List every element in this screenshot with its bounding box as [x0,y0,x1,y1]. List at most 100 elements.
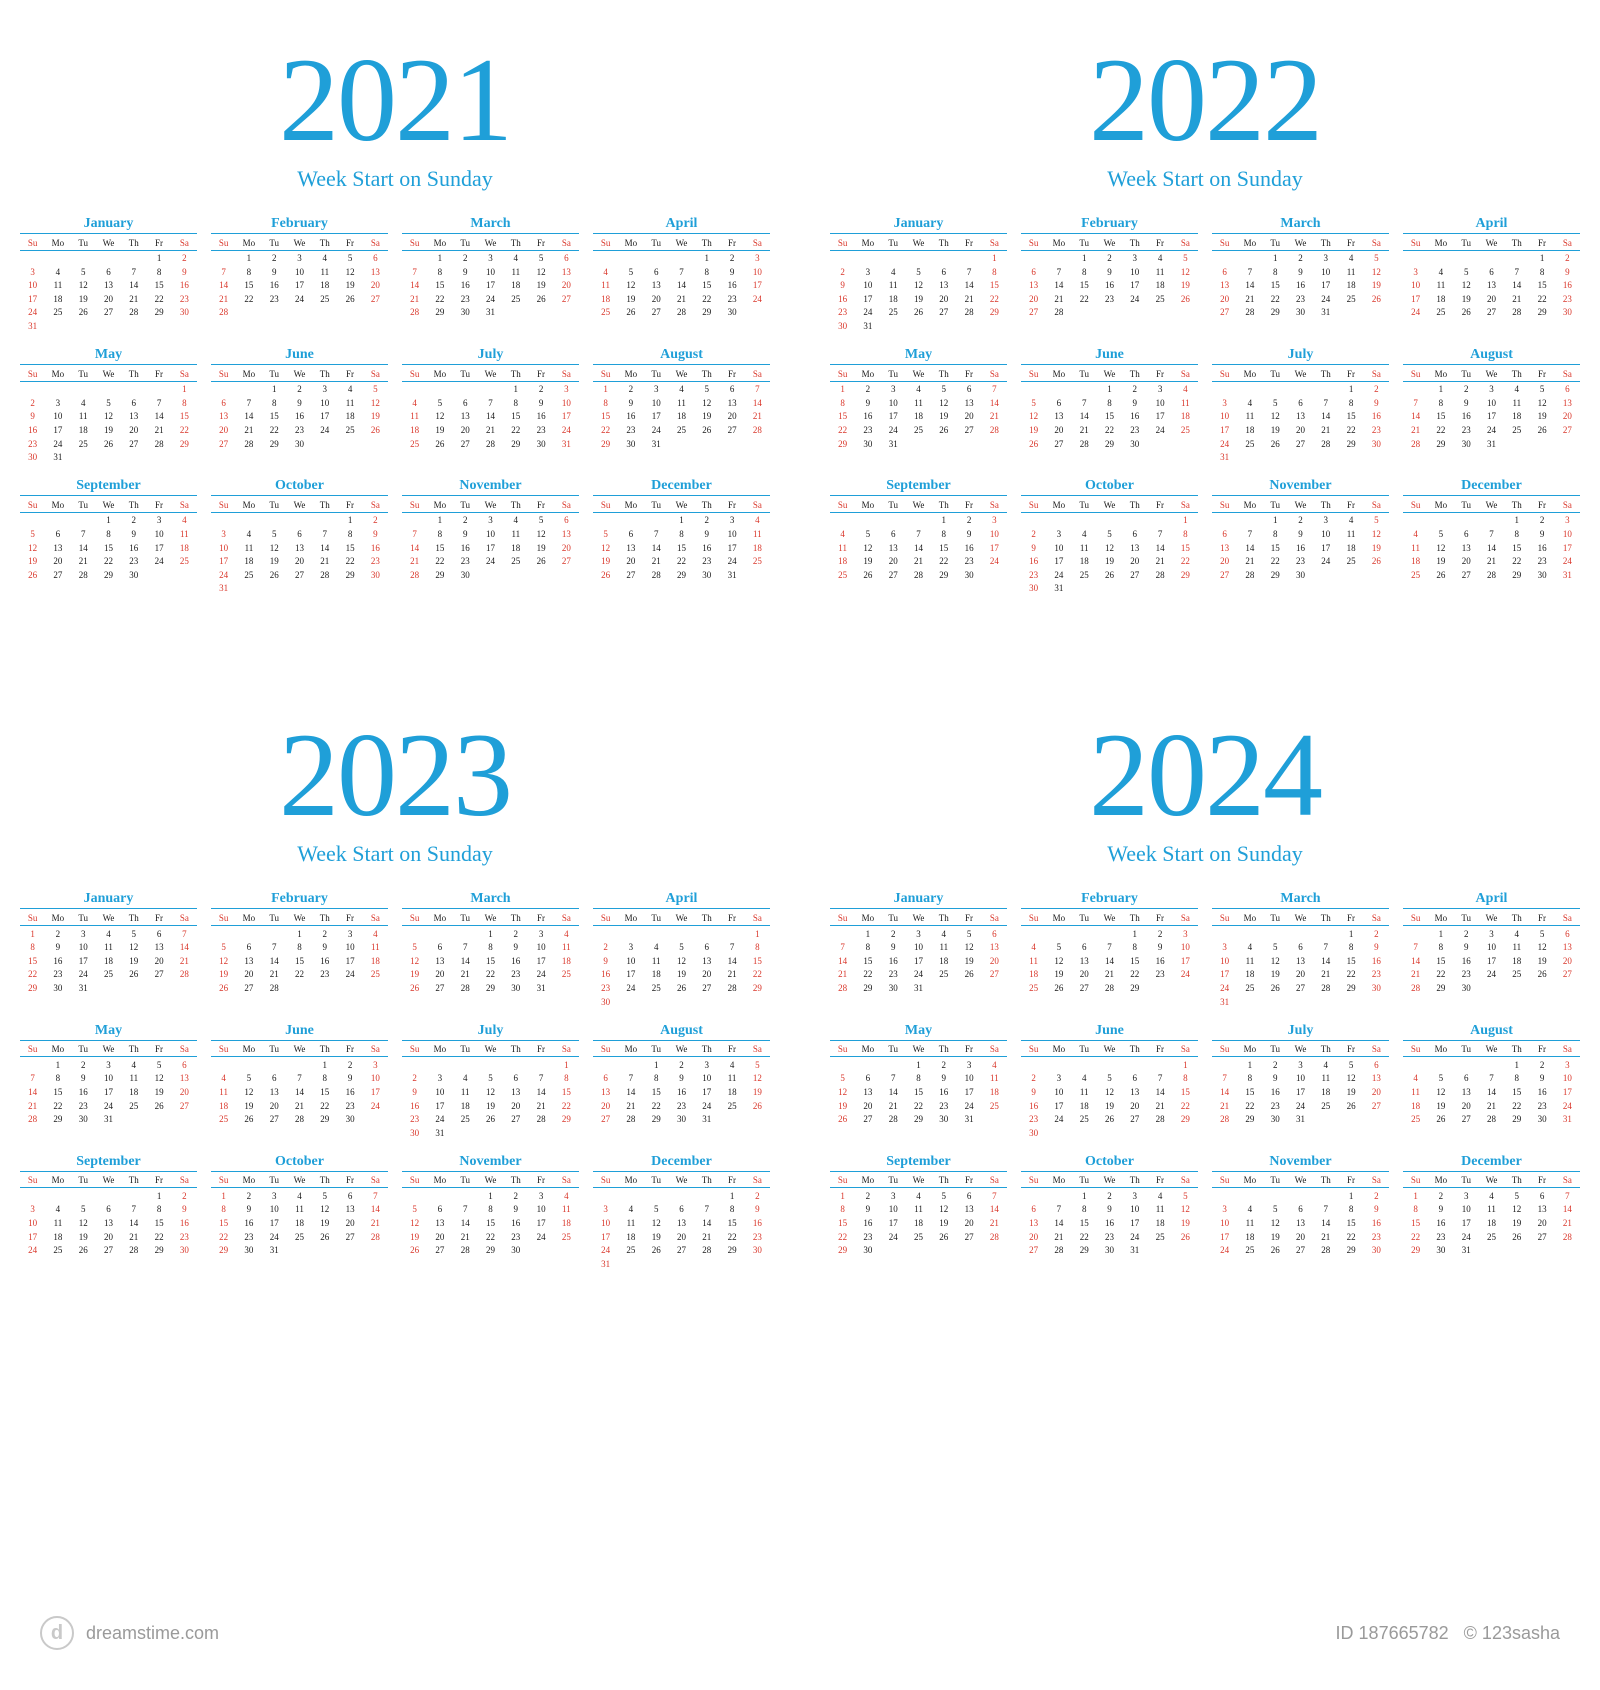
day-cell: 13 [1555,396,1580,410]
day-cell: 15 [1338,1217,1363,1231]
week-row: 11121314151617 [1021,954,1198,968]
day-cell: 22 [931,555,956,569]
day-cell: 13 [236,954,261,968]
day-cell: 28 [453,981,478,995]
day-cell: 23 [931,1099,956,1113]
day-cell [478,568,503,582]
dow-cell: Sa [1173,1174,1198,1188]
dow-cell: Tu [1454,1043,1479,1057]
day-cell: 22 [503,424,528,438]
day-cell [931,320,956,334]
weeks-container: 1234567891011121314151617181920212223242… [211,1189,388,1257]
day-cell: 5 [236,1072,261,1086]
day-cell [1147,306,1172,320]
day-cell: 13 [618,541,643,555]
month-block: JulySuMoTuWeThFrSa1234567891011121314151… [402,347,579,464]
day-cell: 27 [1072,981,1097,995]
day-cell: 28 [121,1244,146,1258]
day-cell: 15 [644,1085,669,1099]
day-cell: 29 [931,568,956,582]
day-cell: 20 [96,1230,121,1244]
dow-cell: Tu [1263,1174,1288,1188]
day-cell: 20 [644,292,669,306]
day-cell: 25 [337,424,362,438]
day-cell: 23 [1288,555,1313,569]
day-cell: 20 [1212,292,1237,306]
week-row: 17181920212223 [1403,292,1580,306]
dow-cell: We [478,498,503,512]
dow-cell: We [1288,1043,1313,1057]
day-cell: 22 [1403,1230,1428,1244]
weeks-container: 1234567891011121314151617181920212223242… [1403,927,1580,995]
day-cell: 12 [618,279,643,293]
calendar-quad-grid: 2021Week Start on SundayJanuarySuMoTuWeT… [20,40,1580,1271]
week-row: 12 [1212,383,1389,397]
day-cell: 20 [211,424,236,438]
dow-cell: Sa [1364,1174,1389,1188]
dow-cell: Th [694,498,719,512]
dow-cell: Th [1122,911,1147,925]
dow-cell: Fr [528,1043,553,1057]
dow-cell: Fr [528,367,553,381]
day-cell: 21 [694,1230,719,1244]
day-cell: 27 [287,568,312,582]
day-cell: 16 [1147,954,1172,968]
day-cell: 9 [830,279,855,293]
day-cell [618,1189,643,1203]
dow-cell: Mo [1046,911,1071,925]
day-cell: 1 [262,383,287,397]
day-cell: 4 [45,265,70,279]
day-cell: 27 [1288,1244,1313,1258]
day-cell: 15 [478,1217,503,1231]
day-cell: 22 [146,292,171,306]
day-cell: 5 [20,528,45,542]
dow-cell: We [1479,1174,1504,1188]
weeks-container: 1234567891011121314151617181920212223242… [211,252,388,320]
day-cell: 16 [287,410,312,424]
week-row: 1 [1021,1058,1198,1072]
weeks-container: 1234567891011121314151617181920212223242… [20,1189,197,1257]
dow-cell: Fr [146,1043,171,1057]
day-cell: 30 [1454,437,1479,451]
day-cell: 27 [1364,1099,1389,1113]
day-cell [1237,514,1262,528]
month-block: MarchSuMoTuWeThFrSa123456789101112131415… [402,891,579,1008]
week-row: 3456789 [1212,1203,1389,1217]
day-cell: 16 [1428,1217,1453,1231]
day-cell: 24 [694,1099,719,1113]
day-cell: 30 [1428,1244,1453,1258]
day-cell: 18 [45,292,70,306]
month-block: OctoberSuMoTuWeThFrSa1234567891011121314… [211,478,388,595]
day-cell [1479,981,1504,995]
week-row: 10111213141516 [20,1217,197,1231]
day-cell: 4 [618,1203,643,1217]
dow-cell: Sa [745,911,770,925]
day-cell: 25 [554,1230,579,1244]
day-cell: 10 [906,941,931,955]
day-cell: 9 [694,528,719,542]
day-cell: 29 [1173,568,1198,582]
day-cell: 12 [931,396,956,410]
week-row: 19202122232425 [402,1230,579,1244]
dow-cell: Fr [956,1043,981,1057]
day-cell: 15 [1338,954,1363,968]
weeks-container: 1234567891011121314151617181920212223242… [1212,1189,1389,1257]
day-cell [1364,451,1389,465]
dow-cell: Su [20,367,45,381]
day-cell [363,582,388,596]
dow-cell: Tu [881,1174,906,1188]
day-cell [1479,252,1504,266]
dow-cell: Tu [71,498,96,512]
day-cell [363,1244,388,1258]
day-cell: 18 [1147,279,1172,293]
dow-cell: We [906,1043,931,1057]
day-cell: 12 [1021,410,1046,424]
day-cell [1147,437,1172,451]
dow-cell: Fr [146,911,171,925]
dow-cell: Mo [236,367,261,381]
month-block: DecemberSuMoTuWeThFrSa123456789101112131… [593,478,770,595]
day-cell: 16 [1364,954,1389,968]
day-cell: 4 [881,265,906,279]
day-cell [982,437,1007,451]
day-cell: 27 [1454,568,1479,582]
